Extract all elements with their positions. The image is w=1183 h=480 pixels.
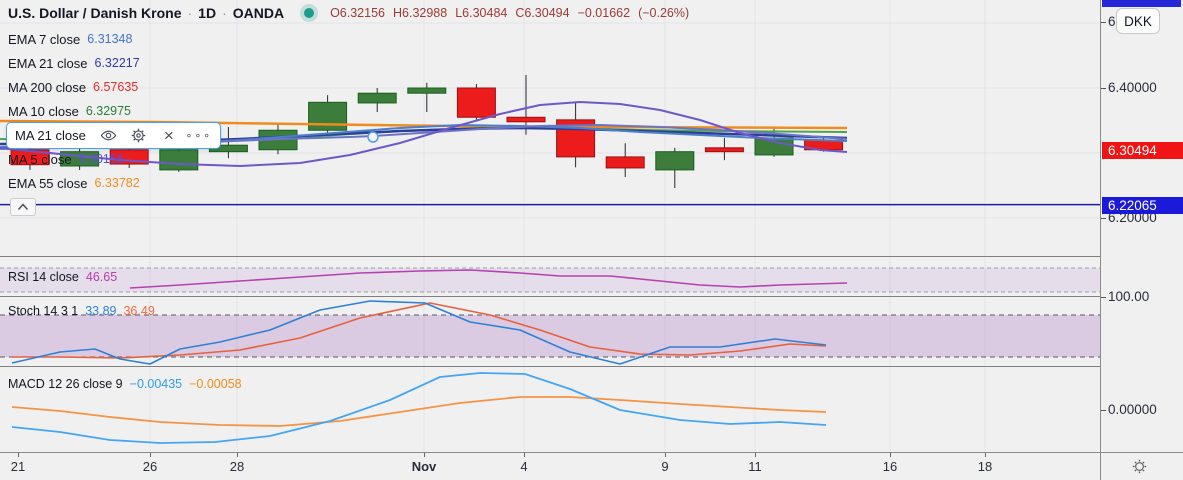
indicator-value: 6.31348	[87, 32, 133, 46]
axis-settings-gear-icon[interactable]	[1131, 458, 1148, 475]
title-separator: ·	[187, 5, 193, 21]
change-percent: (−0.26%)	[638, 6, 690, 20]
time-tick	[890, 453, 891, 457]
timeframe-label: 1D	[198, 5, 217, 21]
time-tick	[524, 453, 525, 457]
low-value: L6.30484	[455, 6, 508, 20]
currency-button[interactable]: DKK	[1116, 8, 1160, 34]
cutoff-price-badge	[1102, 0, 1181, 7]
time-label: 26	[142, 459, 158, 474]
time-label: 18	[977, 459, 993, 474]
time-label: Nov	[411, 459, 437, 474]
stoch-label: Stoch 14 3 1	[8, 304, 79, 318]
time-label: 9	[661, 459, 669, 474]
visibility-eye-icon[interactable]	[96, 125, 122, 147]
remove-close-icon[interactable]: ×	[163, 126, 174, 145]
alert-price-badge: 6.22065	[1102, 197, 1183, 214]
indicator-row-ma10[interactable]: MA 10 close 6.32975	[8, 103, 131, 119]
rsi-legend[interactable]: RSI 14 close 46.65	[8, 270, 117, 284]
time-tick	[985, 453, 986, 457]
chevron-up-icon	[17, 203, 29, 211]
time-tick	[150, 453, 151, 457]
macd-legend[interactable]: MACD 12 26 close 9 −0.00435 −0.00058	[8, 377, 242, 391]
ohlc-values: O6.32156 H6.32988 L6.30484 C6.30494 −0.0…	[330, 6, 689, 20]
indicator-label: EMA 7 close	[8, 31, 81, 47]
stoch-legend[interactable]: Stoch 14 3 1 33.89 36.49	[8, 304, 155, 318]
open-value: O6.32156	[330, 6, 385, 20]
indicator-value: 6.32217	[94, 56, 140, 70]
indicator-row-ma200[interactable]: MA 200 close 6.57635	[8, 79, 138, 95]
price-axis[interactable]: 6.50000 6.40000 6.20000 100.00 0.00000 6…	[1100, 0, 1183, 480]
high-value: H6.32988	[393, 6, 448, 20]
indicator-row-ma5[interactable]: MA 5 close 6.30156	[8, 151, 124, 167]
time-tick	[755, 453, 756, 457]
indicator-label: MA 5 close	[8, 151, 72, 167]
time-tick	[424, 453, 425, 457]
exchange-label: OANDA	[232, 5, 285, 21]
time-label: 28	[229, 459, 245, 474]
macd-scale-label: 0.00000	[1101, 402, 1157, 417]
market-status-icon	[304, 8, 315, 18]
time-label: 16	[882, 459, 898, 474]
stoch-k-value: 33.89	[85, 304, 117, 318]
time-axis[interactable]: 21 26 28 Nov 4 9 11 16 18	[0, 452, 1100, 480]
macd-value: −0.00435	[129, 377, 183, 391]
title-separator: ·	[222, 5, 227, 21]
more-options-icon[interactable]: ∘∘∘	[185, 130, 213, 142]
macd-signal-value: −0.00058	[189, 377, 242, 391]
candlestick-chart[interactable]	[0, 0, 1100, 452]
macd-label: MACD 12 26 close 9	[8, 377, 123, 391]
stoch-d-value: 36.49	[123, 304, 155, 318]
time-label: 11	[748, 459, 762, 474]
symbol-legend[interactable]: U.S. Dollar / Danish Krone · 1D · OANDA …	[8, 5, 689, 21]
settings-gear-icon[interactable]	[126, 125, 152, 147]
indicator-row-ema21[interactable]: EMA 21 close 6.32217	[8, 55, 140, 71]
rsi-value: 46.65	[85, 270, 118, 284]
collapse-pane-button[interactable]	[10, 198, 36, 216]
indicator-row-ema7[interactable]: EMA 7 close 6.31348	[8, 31, 132, 47]
symbol-title[interactable]: U.S. Dollar / Danish Krone	[8, 5, 182, 21]
current-price-badge: 6.30494	[1102, 142, 1183, 159]
ma21-toolbar-label: MA 21 close	[15, 128, 86, 143]
time-tick	[18, 453, 19, 457]
change-value: −0.01662	[577, 6, 631, 20]
indicator-label: EMA 55 close	[8, 175, 88, 191]
indicator-label: MA 200 close	[8, 79, 87, 95]
indicator-label: MA 10 close	[8, 103, 79, 119]
time-tick	[665, 453, 666, 457]
stoch-scale-label: 100.00	[1101, 289, 1149, 304]
ma21-indicator-toolbar[interactable]: MA 21 close × ∘∘∘	[6, 122, 221, 149]
axis-corner	[1101, 452, 1183, 480]
indicator-value: 6.32975	[85, 104, 132, 118]
indicator-value: 6.30156	[78, 152, 124, 166]
time-tick	[237, 453, 238, 457]
time-label: 21	[10, 459, 26, 474]
time-label: 4	[520, 459, 528, 474]
price-label: 6.40000	[1101, 80, 1157, 95]
indicator-value: 6.33782	[94, 176, 140, 190]
indicator-label: EMA 21 close	[8, 55, 88, 71]
indicator-row-ema55[interactable]: EMA 55 close 6.33782	[8, 175, 140, 191]
rsi-label: RSI 14 close	[8, 270, 79, 284]
indicator-value: 6.57635	[93, 80, 139, 94]
close-value: C6.30494	[515, 6, 570, 20]
